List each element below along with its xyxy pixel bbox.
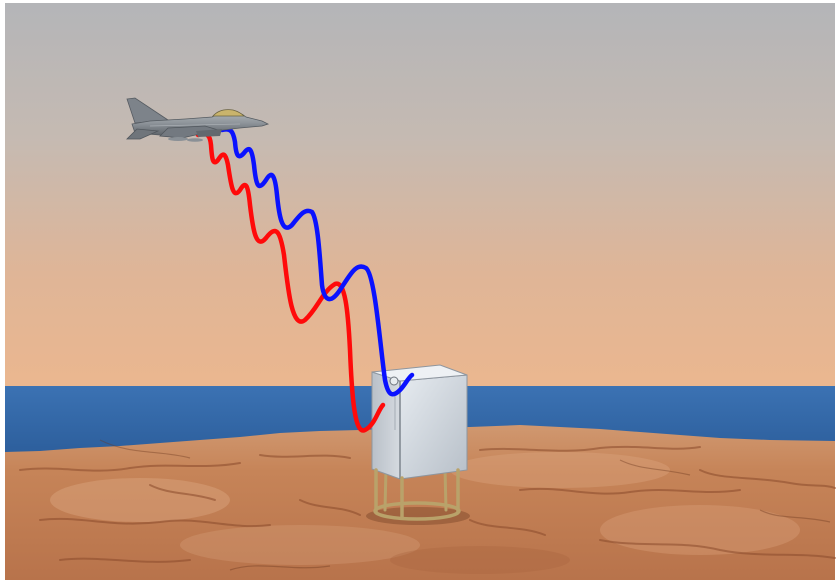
blue-signal-wave (219, 127, 415, 397)
stand-front (373, 468, 461, 521)
box-knob (389, 376, 399, 386)
sky (5, 3, 835, 389)
sensor-box-icon (371, 364, 468, 480)
stand-shadow (366, 507, 470, 525)
red-signal-wave (195, 131, 386, 433)
jet-canopy (212, 109, 245, 117)
fighter-jet-icon (126, 97, 270, 142)
